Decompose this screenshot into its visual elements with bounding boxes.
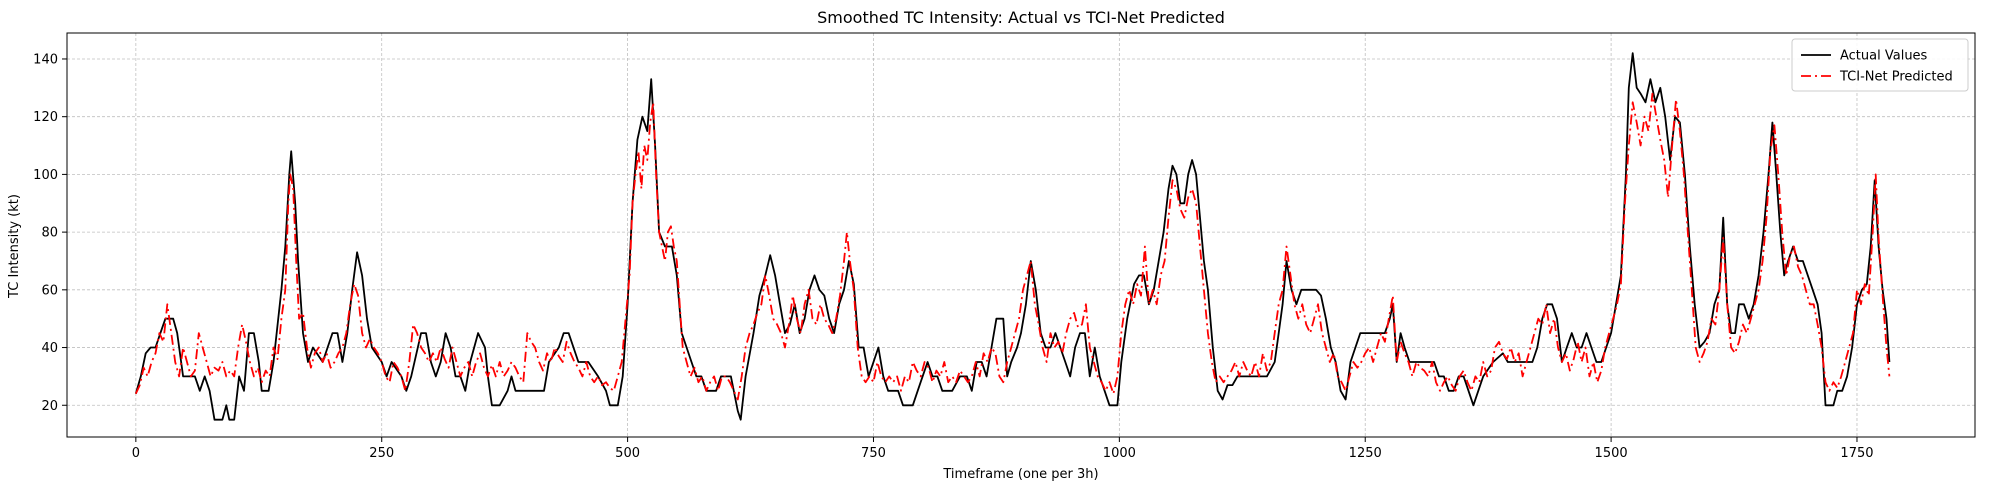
y-tick-label: 20 [41, 399, 58, 414]
y-axis-label: TC Intensity (kt) [7, 194, 22, 299]
x-tick-label: 1500 [1595, 446, 1628, 461]
y-tick-label: 40 [41, 341, 58, 356]
series-line-predicted [134, 92, 1891, 401]
legend-label: TCI-Net Predicted [1839, 70, 1953, 85]
y-tick-label: 80 [41, 226, 58, 241]
plot-frame [66, 32, 1976, 438]
series-line-actual [134, 52, 1891, 421]
chart-title: Smoothed TC Intensity: Actual vs TCI-Net… [817, 8, 1225, 27]
y-tick-label: 120 [33, 110, 58, 125]
x-tick-label: 1750 [1840, 446, 1873, 461]
grid-lines [67, 33, 1975, 437]
legend-label: Actual Values [1840, 49, 1928, 64]
series-lines [134, 52, 1891, 421]
legend-box [1791, 38, 1969, 92]
legend: Actual Values TCI-Net Predicted [1791, 38, 1969, 92]
x-tick-label: 1250 [1349, 446, 1382, 461]
x-tick-label: 250 [369, 446, 394, 461]
x-axis-label: Timeframe (one per 3h) [942, 467, 1098, 482]
y-tick-label: 140 [33, 52, 58, 67]
x-tick-label: 1000 [1103, 446, 1136, 461]
x-tick-label: 500 [615, 446, 640, 461]
x-tick-label: 0 [132, 446, 140, 461]
axis-ticks: 0 250 500 750 1000 1250 1500 1750 20 40 60 80 100 120… [33, 52, 1873, 461]
x-tick-label: 750 [861, 446, 886, 461]
y-tick-label: 60 [41, 283, 58, 298]
y-tick-label: 100 [33, 168, 58, 183]
